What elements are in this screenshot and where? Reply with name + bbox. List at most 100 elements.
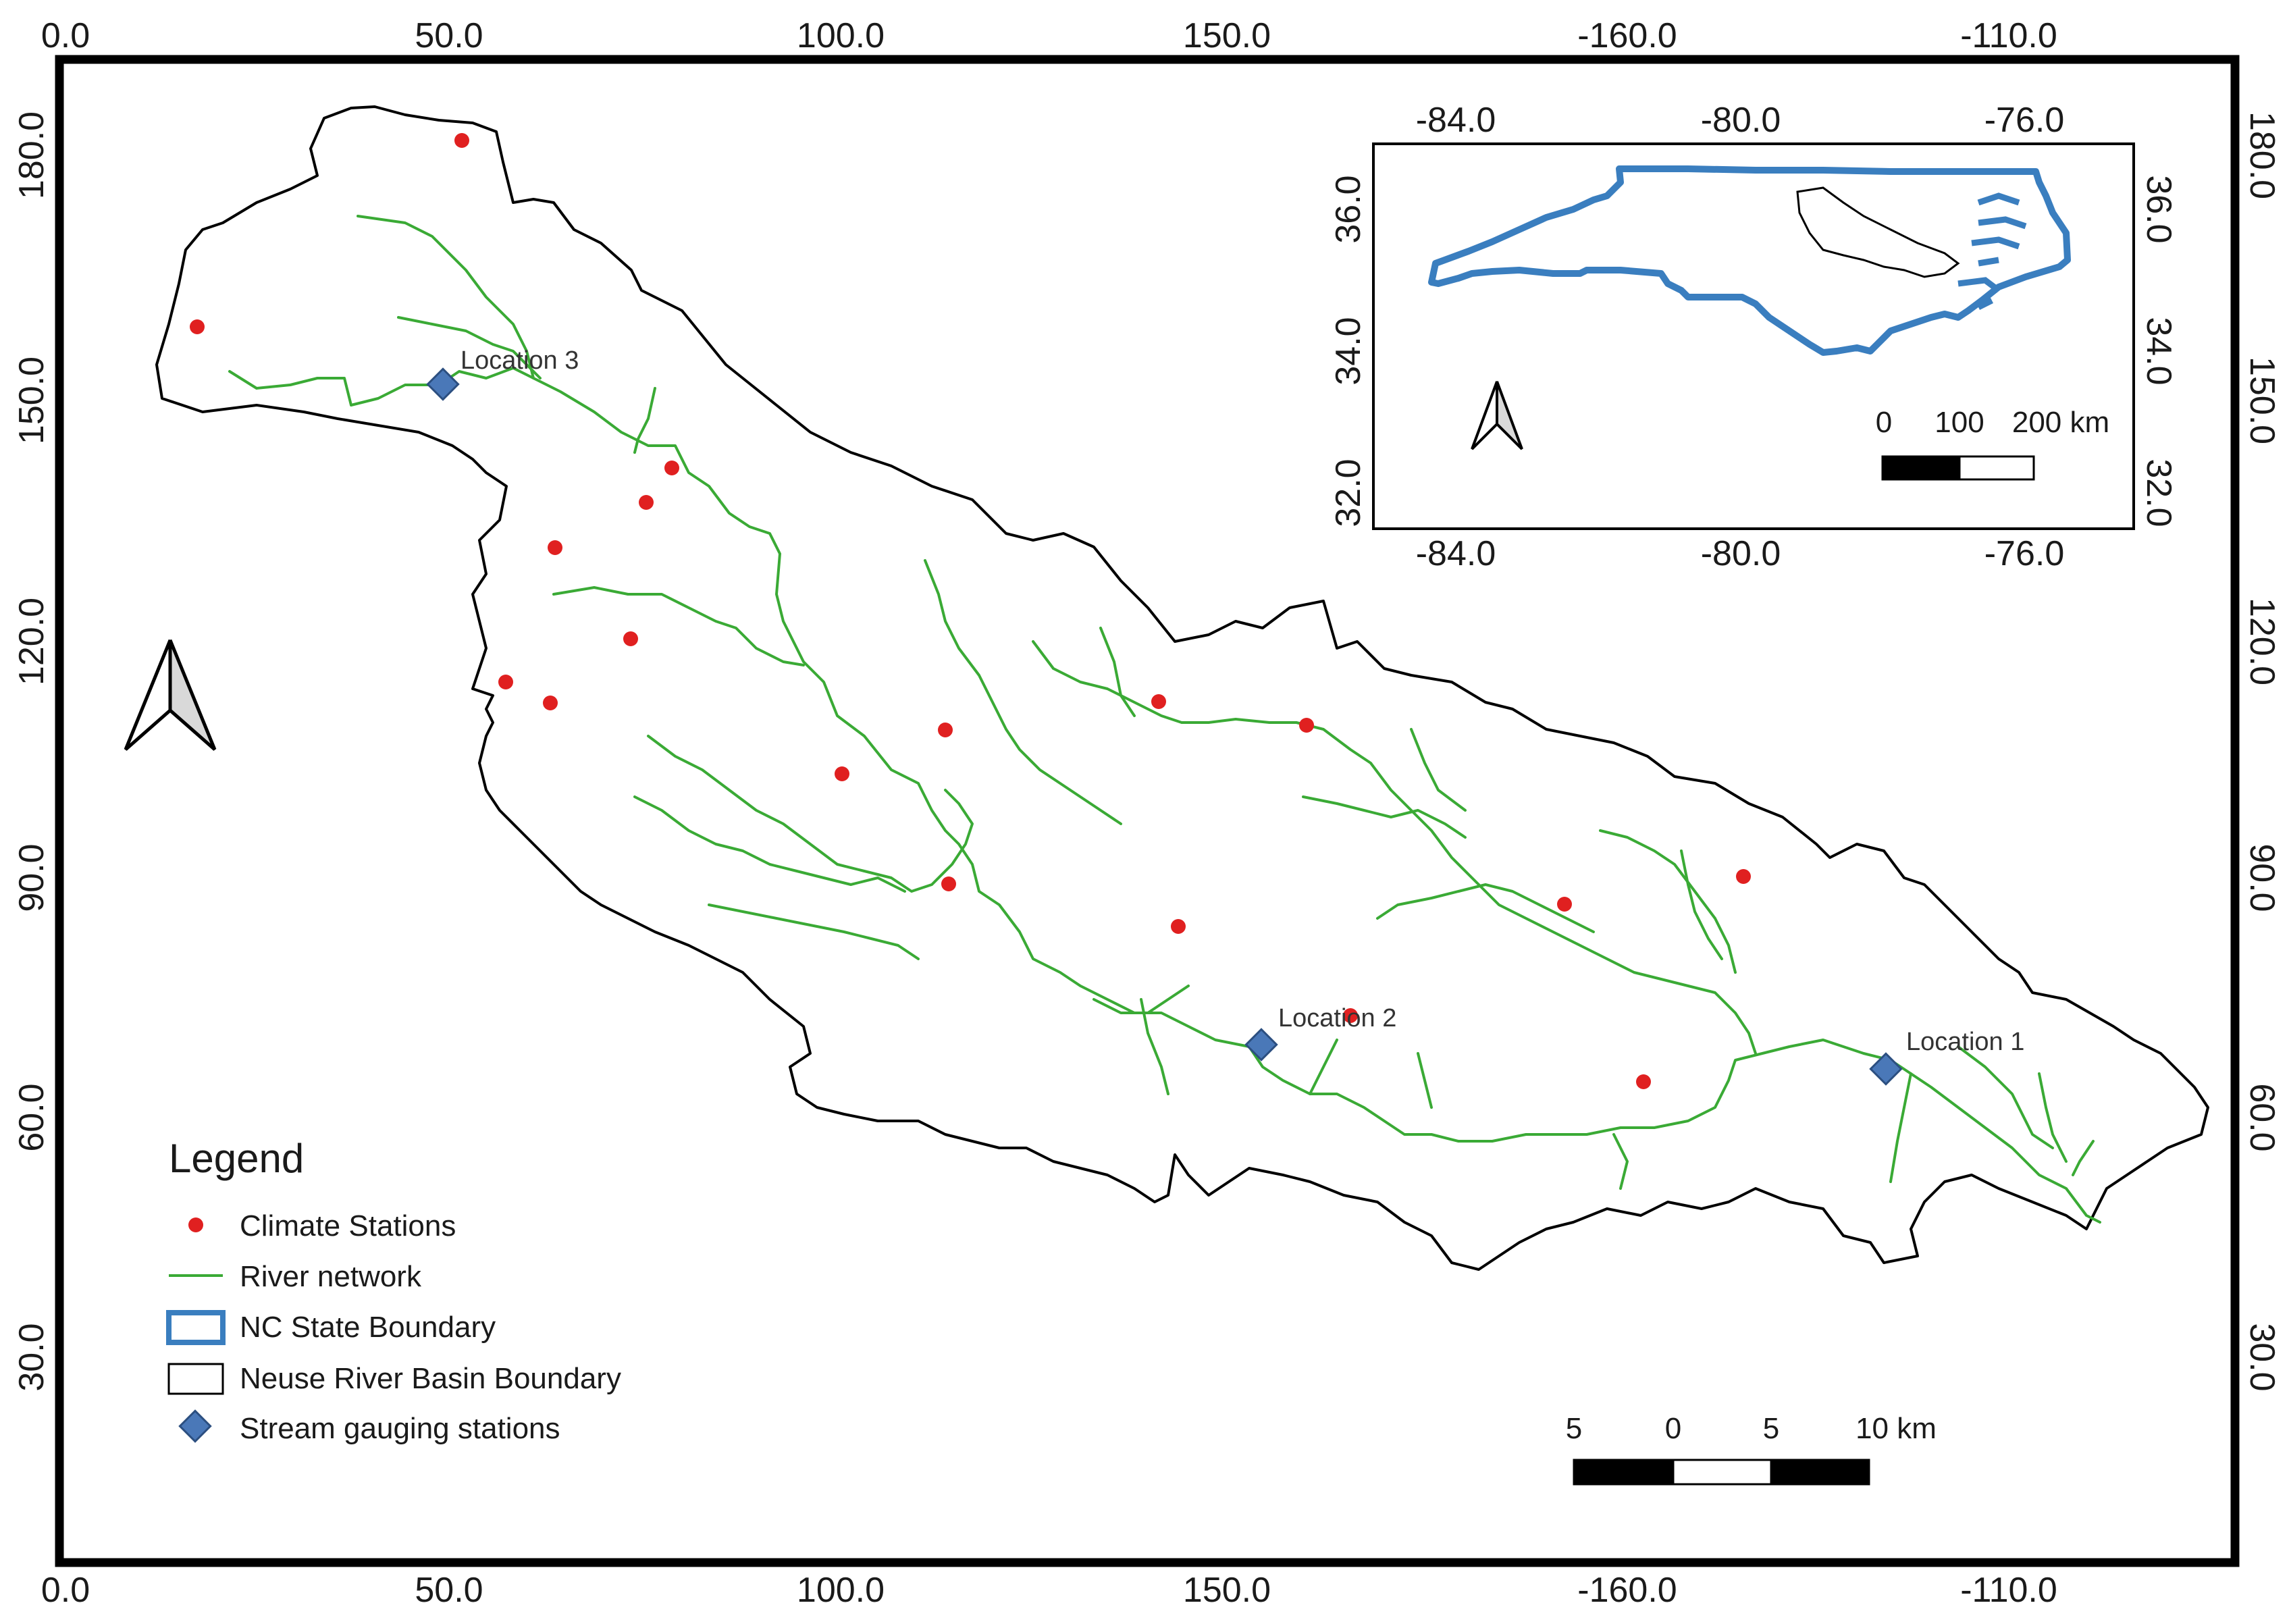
inset-right-tick-label: 34.0 xyxy=(2139,317,2178,385)
river-line xyxy=(1417,1052,1433,1109)
river-line xyxy=(1680,849,1723,960)
inset-left-tick-label: 34.0 xyxy=(1329,317,1368,385)
legend-swatch-basin-boundary xyxy=(167,1363,224,1395)
inset-scale-bar: 0 100 200 km xyxy=(1876,406,2109,481)
inset-top-tick-label: -76.0 xyxy=(1984,101,2065,140)
top-tick-label: 100.0 xyxy=(797,16,885,55)
top-axis-labels: 0.0 50.0 100.0 150.0 -160.0 -110.0 xyxy=(41,16,2057,55)
river-line xyxy=(1140,998,1169,1095)
legend-swatch-gauge xyxy=(178,1409,212,1443)
climate-station-marker xyxy=(1736,869,1751,884)
river-line xyxy=(1099,627,1136,717)
scale-bar-label: 5 xyxy=(1763,1412,1779,1445)
north-arrow-icon xyxy=(1471,381,1523,450)
left-tick-label: 120.0 xyxy=(12,598,51,685)
bottom-tick-label: -110.0 xyxy=(1960,1571,2057,1610)
river-line xyxy=(633,795,906,893)
nc-coast-detail xyxy=(1957,192,2027,311)
climate-station-marker xyxy=(1343,1008,1358,1023)
river-line xyxy=(2072,1140,2095,1176)
basin-boundary xyxy=(155,105,2209,1271)
right-tick-label: 60.0 xyxy=(2242,1083,2282,1151)
legend-swatch-climate-station xyxy=(188,1217,203,1232)
scale-bar: 5 0 5 10 km xyxy=(1566,1412,1937,1486)
gauge-marker xyxy=(1869,1052,1903,1086)
river-line xyxy=(1889,1072,1912,1183)
left-tick-label: 90.0 xyxy=(12,843,51,912)
right-tick-label: 180.0 xyxy=(2242,111,2282,199)
left-tick-label: 60.0 xyxy=(12,1083,51,1151)
inset-scale-bar-segment xyxy=(1958,455,2035,481)
climate-station-marker xyxy=(1171,919,1186,934)
left-tick-label: 150.0 xyxy=(12,357,51,444)
river-line xyxy=(357,215,2101,1224)
inset-map: -84.0 -80.0 -76.0 -84.0 -80.0 -76.0 36.0… xyxy=(1329,101,2178,573)
legend-label: Stream gauging stations xyxy=(240,1412,560,1445)
climate-station-marker xyxy=(1151,694,1166,709)
left-axis-labels: 180.0 150.0 120.0 90.0 60.0 30.0 xyxy=(12,111,51,1392)
inset-bottom-tick-label: -76.0 xyxy=(1984,534,2065,573)
inset-left-tick-label: 32.0 xyxy=(1329,459,1368,527)
gauge-marker xyxy=(426,367,460,401)
bottom-axis-labels: 0.0 50.0 100.0 150.0 -160.0 -110.0 xyxy=(41,1571,2057,1610)
inset-top-tick-label: -80.0 xyxy=(1701,101,1781,140)
climate-station-marker xyxy=(664,461,679,475)
river-line xyxy=(1410,728,1467,812)
inset-top-tick-label: -84.0 xyxy=(1416,101,1496,140)
river-line xyxy=(924,559,1122,825)
river-line xyxy=(1093,985,1190,1014)
right-tick-label: 30.0 xyxy=(2242,1323,2282,1391)
inset-basin-outline xyxy=(1796,186,1960,278)
inset-scale-label: 200 km xyxy=(2012,406,2109,439)
river-line xyxy=(2038,1072,2068,1163)
river-line xyxy=(397,316,542,379)
right-tick-label: 90.0 xyxy=(2242,843,2282,912)
top-tick-label: 150.0 xyxy=(1183,16,1271,55)
scale-bar-segment xyxy=(1573,1459,1675,1486)
legend-label: River network xyxy=(240,1260,422,1293)
scale-bar-label: 5 xyxy=(1566,1412,1582,1445)
gauge-marker xyxy=(1244,1028,1278,1062)
inset-scale-bar-segment xyxy=(1881,455,1961,481)
climate-station-marker xyxy=(190,319,205,334)
legend-label: NC State Boundary xyxy=(240,1311,496,1344)
climate-station-marker xyxy=(835,766,849,781)
scale-bar-label: 10 km xyxy=(1856,1412,1937,1445)
river-line xyxy=(1302,795,1467,839)
top-tick-label: 50.0 xyxy=(415,16,483,55)
river-line xyxy=(228,367,535,407)
right-tick-label: 120.0 xyxy=(2242,598,2282,685)
climate-station-marker xyxy=(498,675,513,689)
river-line xyxy=(633,387,656,454)
top-tick-label: 0.0 xyxy=(41,16,90,55)
top-tick-label: -110.0 xyxy=(1960,16,2057,55)
stream-gauging-stations xyxy=(426,367,1903,1086)
inset-bottom-tick-label: -84.0 xyxy=(1416,534,1496,573)
climate-station-marker xyxy=(1636,1074,1651,1089)
right-tick-label: 150.0 xyxy=(2242,357,2282,444)
bottom-tick-label: 150.0 xyxy=(1183,1571,1271,1610)
climate-station-marker xyxy=(1299,718,1314,733)
scale-bar-segment xyxy=(1672,1459,1772,1486)
nc-state-boundary xyxy=(1428,165,2071,356)
location-label: Location 1 xyxy=(1906,1028,2024,1056)
legend-label: Neuse River Basin Boundary xyxy=(240,1362,621,1395)
climate-station-marker xyxy=(623,631,638,646)
location-label: Location 2 xyxy=(1278,1004,1396,1032)
right-axis-labels: 180.0 150.0 120.0 90.0 60.0 30.0 xyxy=(2242,111,2282,1392)
inset-right-tick-label: 36.0 xyxy=(2139,175,2178,243)
river-line xyxy=(552,586,805,666)
legend-swatch-nc-boundary xyxy=(166,1310,226,1345)
location-label: Location 3 xyxy=(461,346,579,375)
map-frame xyxy=(55,55,2240,1567)
climate-stations xyxy=(190,133,1751,1089)
river-line xyxy=(708,903,920,960)
scale-bar-segment xyxy=(1770,1459,1870,1486)
legend-label: Climate Stations xyxy=(240,1209,456,1242)
bottom-tick-label: 50.0 xyxy=(415,1571,483,1610)
left-tick-label: 180.0 xyxy=(12,111,51,199)
inset-scale-label: 100 xyxy=(1935,406,1984,439)
bottom-tick-label: 0.0 xyxy=(41,1571,90,1610)
top-tick-label: -160.0 xyxy=(1577,16,1677,55)
